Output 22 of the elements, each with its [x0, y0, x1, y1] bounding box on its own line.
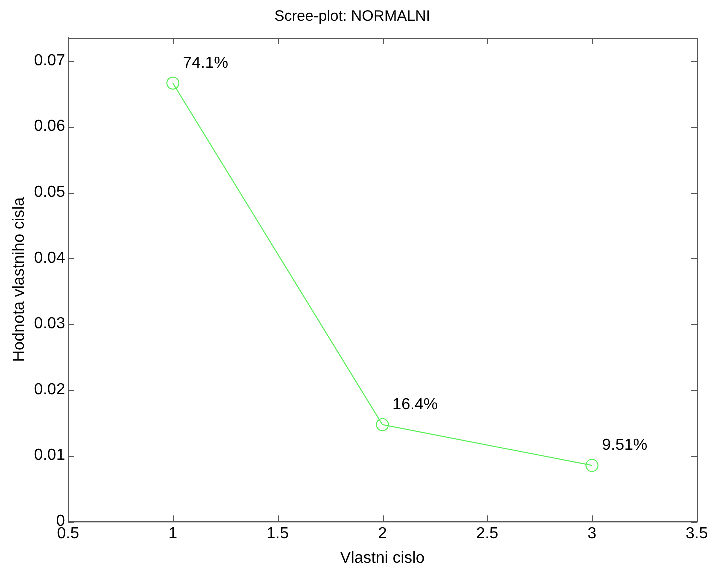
- y-axis-title: Hodnota vlastniho cisla: [11, 197, 28, 362]
- point: [376, 418, 390, 432]
- y-tick-label: 0.05: [34, 184, 66, 202]
- y-tick-label: 0.02: [34, 381, 66, 398]
- point: [586, 459, 599, 472]
- x-tick-label: 1: [168, 526, 178, 543]
- annotation: 16.4%: [392, 396, 438, 414]
- y-tick-label: 0.01: [34, 447, 66, 464]
- x-tick-label: 3.5: [686, 526, 708, 543]
- y-tick-label: 0.06: [34, 118, 66, 136]
- y-tick-label: 0.03: [34, 316, 66, 333]
- annotation: 9.51%: [602, 437, 648, 454]
- annotation: 74.1%: [183, 54, 228, 72]
- point: [166, 76, 180, 90]
- chart-title: Scree-plot: NORMALNI: [274, 8, 430, 26]
- x-tick-label: 3: [588, 526, 597, 543]
- x-tick-label: 2: [378, 526, 388, 543]
- x-axis-title: Vlastni cislo: [340, 550, 426, 567]
- y-tick-label: 0.04: [34, 250, 66, 267]
- x-tick-label: 1.5: [266, 526, 290, 543]
- y-tick-label: 0.07: [34, 52, 66, 70]
- x-tick-label: 2.5: [476, 526, 499, 543]
